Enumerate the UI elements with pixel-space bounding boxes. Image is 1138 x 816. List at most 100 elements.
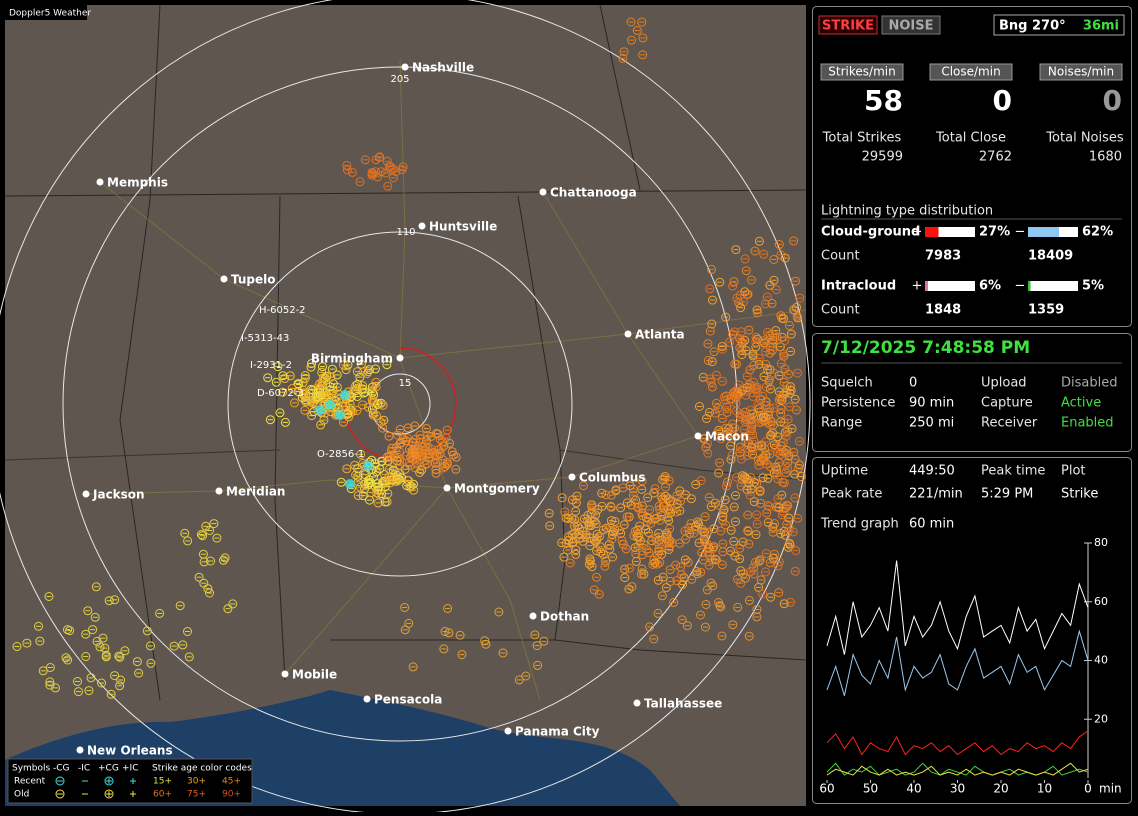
strike-symbol bbox=[743, 289, 753, 299]
strike-symbol bbox=[146, 658, 156, 668]
strike-symbol bbox=[748, 351, 758, 361]
strike-symbol bbox=[795, 293, 805, 303]
city-label: Chattanooga bbox=[550, 186, 637, 200]
strike-symbol bbox=[728, 329, 738, 339]
strike-symbol bbox=[223, 604, 233, 614]
strike-symbol bbox=[790, 493, 800, 503]
strike-symbol bbox=[774, 588, 784, 598]
strike-symbol bbox=[761, 359, 771, 369]
strike-symbol bbox=[426, 431, 436, 441]
strike-symbol bbox=[645, 505, 655, 515]
x-axis-label: min bbox=[1099, 782, 1122, 796]
strike-symbol bbox=[697, 548, 707, 558]
strike-symbol bbox=[628, 490, 638, 500]
strike-symbol bbox=[711, 398, 721, 408]
city-label: Memphis bbox=[107, 176, 168, 190]
strike-symbol bbox=[374, 482, 384, 492]
strike-symbol bbox=[95, 642, 105, 652]
strike-symbol bbox=[494, 607, 504, 617]
strike-symbol bbox=[786, 386, 796, 395]
strike-symbol bbox=[794, 463, 803, 473]
strike-symbol bbox=[578, 536, 588, 546]
strike-symbol bbox=[631, 495, 641, 505]
strike-indicator[interactable]: STRIKE bbox=[822, 19, 874, 34]
strike-symbol bbox=[775, 393, 785, 403]
stat-label: Trend graph bbox=[820, 517, 899, 532]
strike-symbol bbox=[752, 510, 762, 520]
strike-symbol bbox=[707, 264, 716, 274]
strike-symbol bbox=[601, 523, 611, 533]
strike-symbol bbox=[737, 338, 747, 348]
strike-symbol bbox=[618, 483, 628, 493]
strike-symbol bbox=[779, 507, 789, 517]
strike-symbol bbox=[707, 357, 717, 367]
strike-symbol bbox=[438, 463, 448, 473]
strike-symbol bbox=[352, 392, 362, 401]
strike-symbol bbox=[439, 644, 449, 654]
strike-symbol bbox=[571, 506, 581, 516]
strike-symbol bbox=[717, 342, 727, 351]
panel bbox=[812, 457, 1132, 804]
city-dot bbox=[281, 670, 289, 678]
strike-symbol bbox=[595, 542, 605, 552]
percent-label: 62% bbox=[1082, 225, 1113, 240]
strike-symbol bbox=[384, 451, 394, 461]
strike-symbol bbox=[317, 377, 327, 386]
strike-symbol bbox=[756, 498, 766, 508]
strike-symbol bbox=[720, 395, 730, 405]
strike-symbol bbox=[704, 493, 714, 502]
strike-symbol bbox=[198, 531, 208, 541]
strike-symbol bbox=[717, 413, 727, 423]
strike-symbol bbox=[675, 486, 685, 496]
strike-symbol bbox=[749, 377, 759, 387]
strike-symbol bbox=[358, 400, 367, 410]
strike-symbol bbox=[619, 47, 629, 57]
x-tick-label: 0 bbox=[1084, 782, 1092, 796]
strike-symbol bbox=[771, 285, 781, 295]
legend-age: 90+ bbox=[222, 790, 241, 800]
strike-symbol bbox=[398, 162, 408, 172]
strike-symbol bbox=[780, 364, 790, 374]
strike-button[interactable] bbox=[818, 15, 878, 35]
strike-symbol bbox=[383, 181, 393, 191]
strike-symbol bbox=[705, 284, 715, 294]
strike-symbol bbox=[65, 626, 75, 636]
city-dot bbox=[96, 178, 104, 186]
strike-symbol bbox=[22, 638, 32, 648]
strike-symbol bbox=[514, 675, 524, 685]
strike-symbol bbox=[601, 556, 611, 566]
strike-symbol bbox=[728, 620, 738, 630]
noise-indicator[interactable]: NOISE bbox=[888, 19, 933, 34]
strike-symbol bbox=[606, 516, 616, 526]
rate-label-box bbox=[929, 63, 1013, 81]
strike-symbol bbox=[752, 519, 762, 529]
strike-symbol bbox=[740, 407, 750, 417]
strike-symbol bbox=[763, 327, 773, 337]
strike-symbol bbox=[629, 531, 639, 541]
strike-symbol bbox=[752, 605, 762, 614]
strike-symbol bbox=[374, 153, 384, 162]
strike-symbol bbox=[620, 573, 630, 583]
noise-button[interactable] bbox=[881, 15, 941, 35]
strike-symbol bbox=[392, 456, 402, 466]
strike-symbol bbox=[717, 631, 727, 641]
strike-symbol bbox=[443, 604, 453, 613]
strike-symbol bbox=[606, 502, 616, 512]
strike-symbol bbox=[706, 502, 716, 512]
x-tick-label: 10 bbox=[1037, 782, 1052, 796]
legend-text: Old bbox=[14, 790, 29, 800]
strike-symbol bbox=[735, 343, 745, 353]
total-label: Total Strikes bbox=[822, 131, 902, 146]
strike-symbol bbox=[571, 549, 581, 559]
strike-symbol bbox=[91, 582, 101, 592]
strike-symbol bbox=[737, 350, 747, 360]
strike-symbol bbox=[589, 535, 599, 545]
strike-symbol bbox=[630, 543, 640, 553]
percent-track bbox=[1028, 281, 1078, 291]
strike-symbol bbox=[783, 426, 793, 436]
strike-symbol bbox=[792, 311, 802, 321]
y-tick-label: 40 bbox=[1094, 654, 1108, 667]
strike-symbol bbox=[763, 418, 773, 428]
strike-symbol bbox=[352, 406, 362, 415]
strike-symbol bbox=[45, 677, 55, 687]
